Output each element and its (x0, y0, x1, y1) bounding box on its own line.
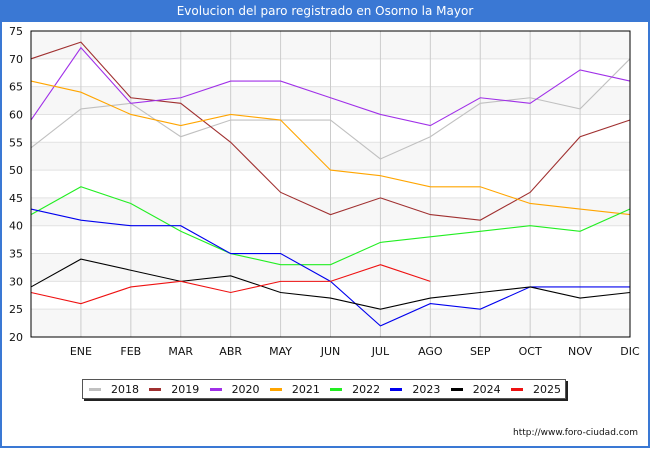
legend-item-2023: 2023 (390, 383, 440, 396)
x-tick-label: DIC (620, 345, 640, 358)
legend-item-2022: 2022 (330, 383, 380, 396)
x-tick-label: JUN (320, 345, 341, 358)
x-tick-label: ENE (70, 345, 92, 358)
legend-swatch (390, 387, 403, 391)
y-tick-label: 45 (9, 192, 23, 205)
legend-swatch (330, 387, 343, 391)
x-axis-ticks: ENE FEB MAR ABR MAY JUN JUL AGO SEP OCT NOV DIC (70, 345, 640, 358)
x-tick-label: SEP (470, 345, 491, 358)
legend-swatch (510, 387, 523, 391)
y-tick-label: 75 (9, 25, 23, 38)
y-tick-label: 60 (9, 108, 23, 121)
y-tick-label: 25 (9, 303, 23, 316)
legend-swatch (450, 387, 463, 391)
series-line-2022 (30, 186, 631, 266)
y-axis-ticks: 20 25 30 35 40 45 50 55 60 65 70 75 (9, 25, 23, 344)
series-line-2021 (30, 80, 631, 216)
y-tick-label: 55 (9, 136, 23, 149)
x-tick-label: MAY (269, 345, 292, 358)
source-link[interactable]: http://www.foro-ciudad.com (513, 428, 638, 438)
legend-swatch (89, 387, 101, 391)
x-tick-label: MAR (168, 345, 193, 358)
legend-label: 2022 (352, 382, 381, 396)
x-tick-label: NOV (568, 345, 593, 358)
y-tick-label: 20 (9, 331, 23, 344)
legend-label: 2021 (291, 382, 320, 396)
y-tick-label: 40 (9, 220, 23, 233)
y-tick-label: 50 (9, 164, 23, 177)
legend-swatch (269, 387, 282, 391)
legend-swatch (209, 387, 222, 391)
y-tick-label: 70 (9, 53, 23, 66)
y-tick-label: 30 (9, 275, 23, 288)
legend-label: 2025 (532, 382, 561, 396)
series-line-2020 (30, 46, 631, 127)
legend-label: 2023 (412, 382, 441, 396)
plot-border (30, 30, 631, 338)
legend-label: 2018 (111, 382, 139, 396)
legend-item-2018: 2018 (89, 383, 139, 396)
y-tick-label: 65 (9, 81, 23, 94)
series-lines (30, 41, 631, 327)
legend-item-2021: 2021 (269, 382, 320, 396)
chart-title: Evolucion del paro registrado en Osorno … (0, 0, 650, 22)
legend-item-2024: 2024 (450, 382, 501, 396)
y-tick-label: 35 (9, 248, 23, 261)
legend: 2018 2019 2020 2021 2022 2023 2024 2025 (82, 379, 566, 399)
legend-label: 2020 (231, 382, 260, 396)
series-line-2024 (30, 258, 631, 310)
legend-item-2019: 2019 (149, 383, 199, 396)
legend-swatch (149, 387, 162, 391)
x-tick-label: ABR (219, 345, 242, 358)
x-tick-label: FEB (120, 345, 141, 358)
series-line-2019 (30, 41, 631, 221)
legend-item-2025: 2025 (510, 382, 561, 396)
x-tick-label: JUL (371, 345, 390, 358)
legend-label: 2019 (171, 382, 200, 396)
legend-item-2020: 2020 (209, 382, 260, 396)
x-tick-label: AGO (418, 345, 443, 358)
legend-label: 2024 (472, 382, 501, 396)
x-tick-label: OCT (519, 345, 542, 358)
series-line-2025 (30, 264, 431, 305)
